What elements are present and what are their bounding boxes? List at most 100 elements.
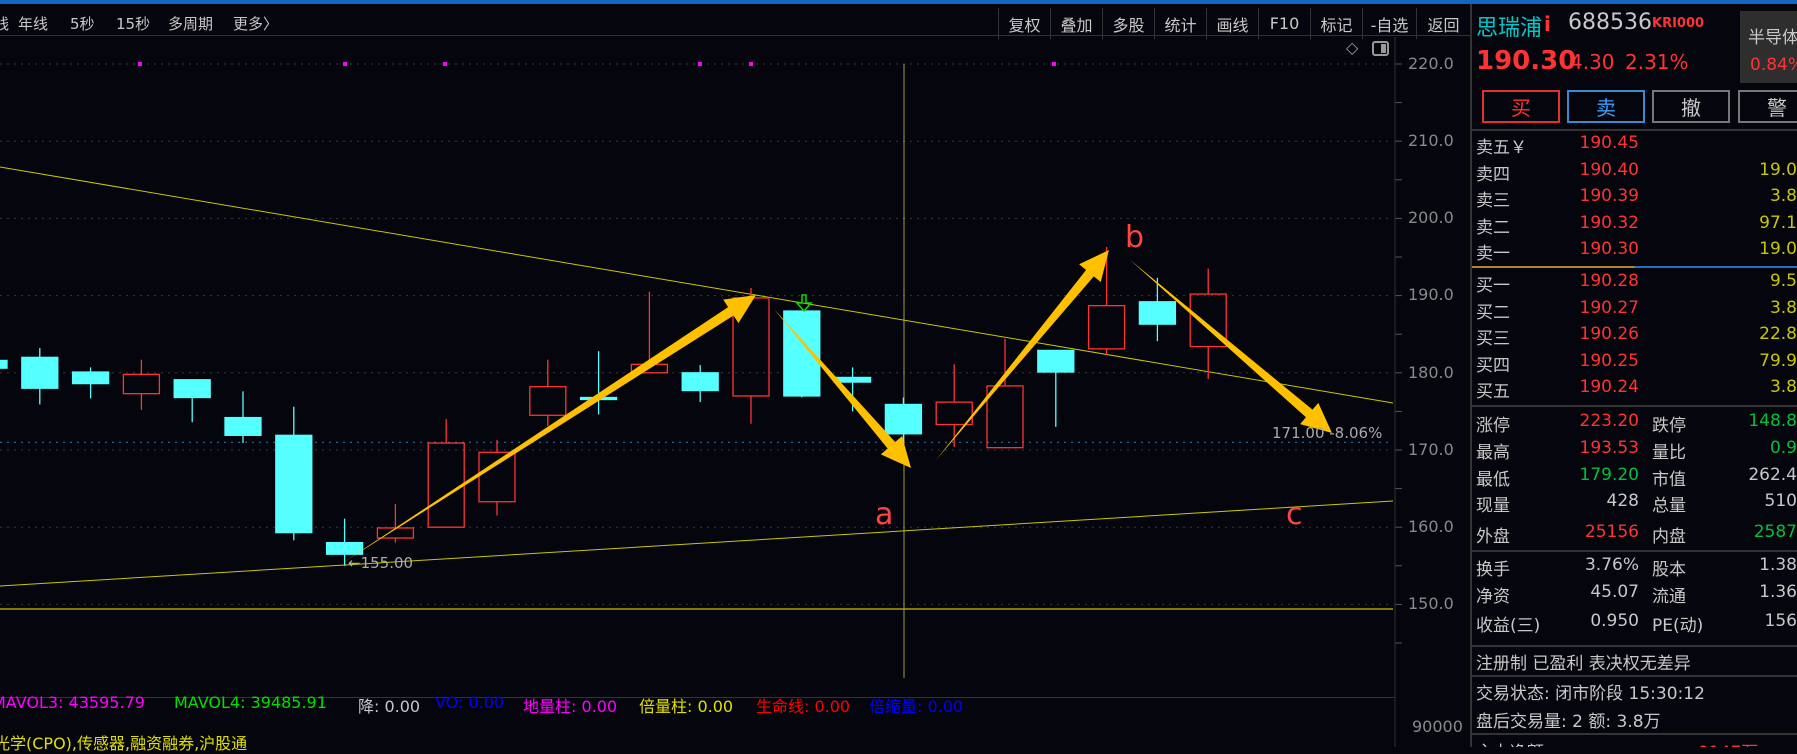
- indicator-vo: VO: 0.00: [435, 693, 505, 712]
- ask-row-col1: 190.39: [1579, 186, 1639, 206]
- ask-row-col0: 卖四: [1476, 165, 1510, 185]
- back-button[interactable]: 返回: [1416, 8, 1470, 39]
- stat-row: 涨停 223.20 跌停 148.8: [1476, 411, 1797, 437]
- stat-row-col0: 最低: [1476, 470, 1510, 490]
- stat-row-col1: 25156: [1584, 522, 1639, 542]
- draw-line-button[interactable]: 画线: [1206, 8, 1258, 39]
- volume-tick: 90000: [1412, 717, 1463, 736]
- period-year[interactable]: 年线: [18, 15, 49, 33]
- wave-label-a: a: [875, 497, 894, 532]
- multi-stock-button[interactable]: 多股: [1102, 8, 1154, 39]
- quote-panel: 思瑞浦 i 688536 KRI000 半导体 0.84% 190.30 4.3…: [1470, 4, 1797, 747]
- bid-row-col1: 190.27: [1579, 298, 1639, 318]
- stat-row-col0: 外盘: [1476, 527, 1510, 547]
- main-net-flow: 主力净额9147万: [1476, 738, 1797, 747]
- bid-row-col0: 买二: [1476, 303, 1510, 323]
- bid-row-col2: 79.9: [1759, 351, 1797, 371]
- wave-label-b: b: [1125, 220, 1145, 255]
- candle-body: [0, 359, 8, 369]
- period-multi[interactable]: 多周期: [168, 15, 214, 33]
- diamond-icon[interactable]: ◇: [1346, 38, 1359, 57]
- concept-tags[interactable]: 光学(CPO),传感器,融资融券,沪股通: [0, 734, 248, 753]
- bid-row-col1: 190.24: [1579, 377, 1639, 397]
- buy-button[interactable]: 买: [1482, 90, 1560, 123]
- stock-tags: KRI000: [1652, 16, 1705, 31]
- y-tick: 170.0: [1408, 440, 1454, 459]
- price-line-label: 171.00 -8.06%: [1272, 424, 1383, 442]
- bid-row-col1: 190.26: [1579, 324, 1639, 344]
- candle-body: [1037, 349, 1075, 373]
- stat-row: 现量 428 总量 510: [1476, 491, 1797, 517]
- window-top-bar: [0, 0, 1797, 4]
- bid-row-col0: 买三: [1476, 329, 1510, 349]
- signal-marker: [343, 62, 347, 66]
- bid-row: 买一 190.28 9.5: [1476, 271, 1797, 297]
- indicator-double-volume: 倍量柱: 0.00: [639, 697, 734, 716]
- stat-row-col2: 市值: [1652, 470, 1686, 490]
- fundamental-row-col2: 股本: [1652, 560, 1686, 580]
- stat-row-col1: 179.20: [1579, 465, 1639, 485]
- period-more[interactable]: 更多〉: [233, 15, 279, 33]
- indicator-shrink-volume: 倍缩量: 0.00: [869, 697, 964, 716]
- fundamental-row-col3: 156: [1764, 611, 1797, 631]
- candle-body: [935, 401, 973, 426]
- alert-button[interactable]: 警: [1738, 90, 1797, 123]
- stat-row-col3: 2587: [1753, 522, 1797, 542]
- ask-row: 卖一 190.30 19.0: [1476, 239, 1797, 265]
- chart-toolbar: 线 年线 5秒 15秒 多周期 更多〉 复权 叠加 多股 统计 画线 F10 标…: [0, 4, 1470, 39]
- stock-name[interactable]: 思瑞浦: [1476, 16, 1543, 41]
- period-5s[interactable]: 5秒: [70, 15, 95, 33]
- sector-box[interactable]: 半导体 0.84%: [1740, 11, 1797, 83]
- stat-row-col2: 跌停: [1652, 416, 1686, 436]
- indicator-jiang: 降: 0.00: [358, 697, 421, 716]
- candle-body: [427, 442, 465, 528]
- stat-row-col3: 510: [1764, 491, 1797, 511]
- candle-body: [529, 386, 567, 416]
- low-price-label: ←155.00: [348, 554, 414, 572]
- candle-body: [71, 371, 110, 385]
- signal-marker: [138, 62, 142, 66]
- info-flag[interactable]: i: [1544, 12, 1551, 36]
- sell-button[interactable]: 卖: [1567, 90, 1645, 123]
- period-item[interactable]: 线: [0, 15, 10, 33]
- signal-marker: [749, 62, 753, 66]
- fundamental-row: 换手 3.76% 股本 1.38: [1476, 555, 1797, 581]
- fundamental-row: 净资 45.07 流通 1.36: [1476, 582, 1797, 608]
- candle-body: [833, 376, 872, 383]
- cancel-order-button[interactable]: 撤: [1652, 90, 1730, 123]
- fundamental-row-col3: 1.36: [1759, 582, 1797, 602]
- indicator-mavol3: MAVOL3: 43595.79: [0, 693, 145, 712]
- bid-row-col1: 190.25: [1579, 351, 1639, 371]
- panel-toggle-icon[interactable]: [1372, 41, 1389, 56]
- f10-button[interactable]: F10: [1258, 8, 1310, 39]
- bid-row-col2: 3.8: [1769, 377, 1797, 397]
- candlestick-chart[interactable]: [0, 0, 1470, 747]
- bid-row-col0: 买五: [1476, 382, 1510, 402]
- candle-body: [173, 379, 211, 399]
- indicator-lifeline: 生命线: 0.00: [756, 697, 851, 716]
- remove-watchlist-button[interactable]: -自选: [1362, 8, 1416, 39]
- candle-body: [478, 451, 516, 503]
- fundamental-row-col2: PE(动): [1652, 616, 1704, 636]
- upper-trendline: [0, 166, 1394, 404]
- ask-row: 卖四 190.40 19.0: [1476, 160, 1797, 186]
- period-15s[interactable]: 15秒: [116, 15, 151, 33]
- panel-divider: [0, 697, 1395, 698]
- overlay-button[interactable]: 叠加: [1050, 8, 1102, 39]
- statistics-button[interactable]: 统计: [1154, 8, 1206, 39]
- trend-arrow: [1129, 259, 1332, 433]
- ask-row-col2: 3.8: [1769, 186, 1797, 206]
- stat-row: 最高 193.53 量比 0.9: [1476, 438, 1797, 464]
- signal-marker: [698, 62, 702, 66]
- ask-row-col0: 卖三: [1476, 191, 1510, 211]
- indicator-mavol4: MAVOL4: 39485.91: [174, 693, 327, 712]
- sector-name: 半导体: [1748, 28, 1797, 48]
- price-change: 4.30: [1570, 50, 1615, 74]
- last-price: 190.30: [1476, 46, 1577, 76]
- stat-row-col1: 428: [1606, 491, 1639, 511]
- stat-row-col1: 193.53: [1579, 438, 1639, 458]
- mark-button[interactable]: 标记: [1310, 8, 1362, 39]
- restore-rights-button[interactable]: 复权: [998, 8, 1050, 39]
- fundamental-row-col0: 收益(三): [1476, 616, 1541, 636]
- ask-row: 卖五￥ 190.45: [1476, 133, 1797, 159]
